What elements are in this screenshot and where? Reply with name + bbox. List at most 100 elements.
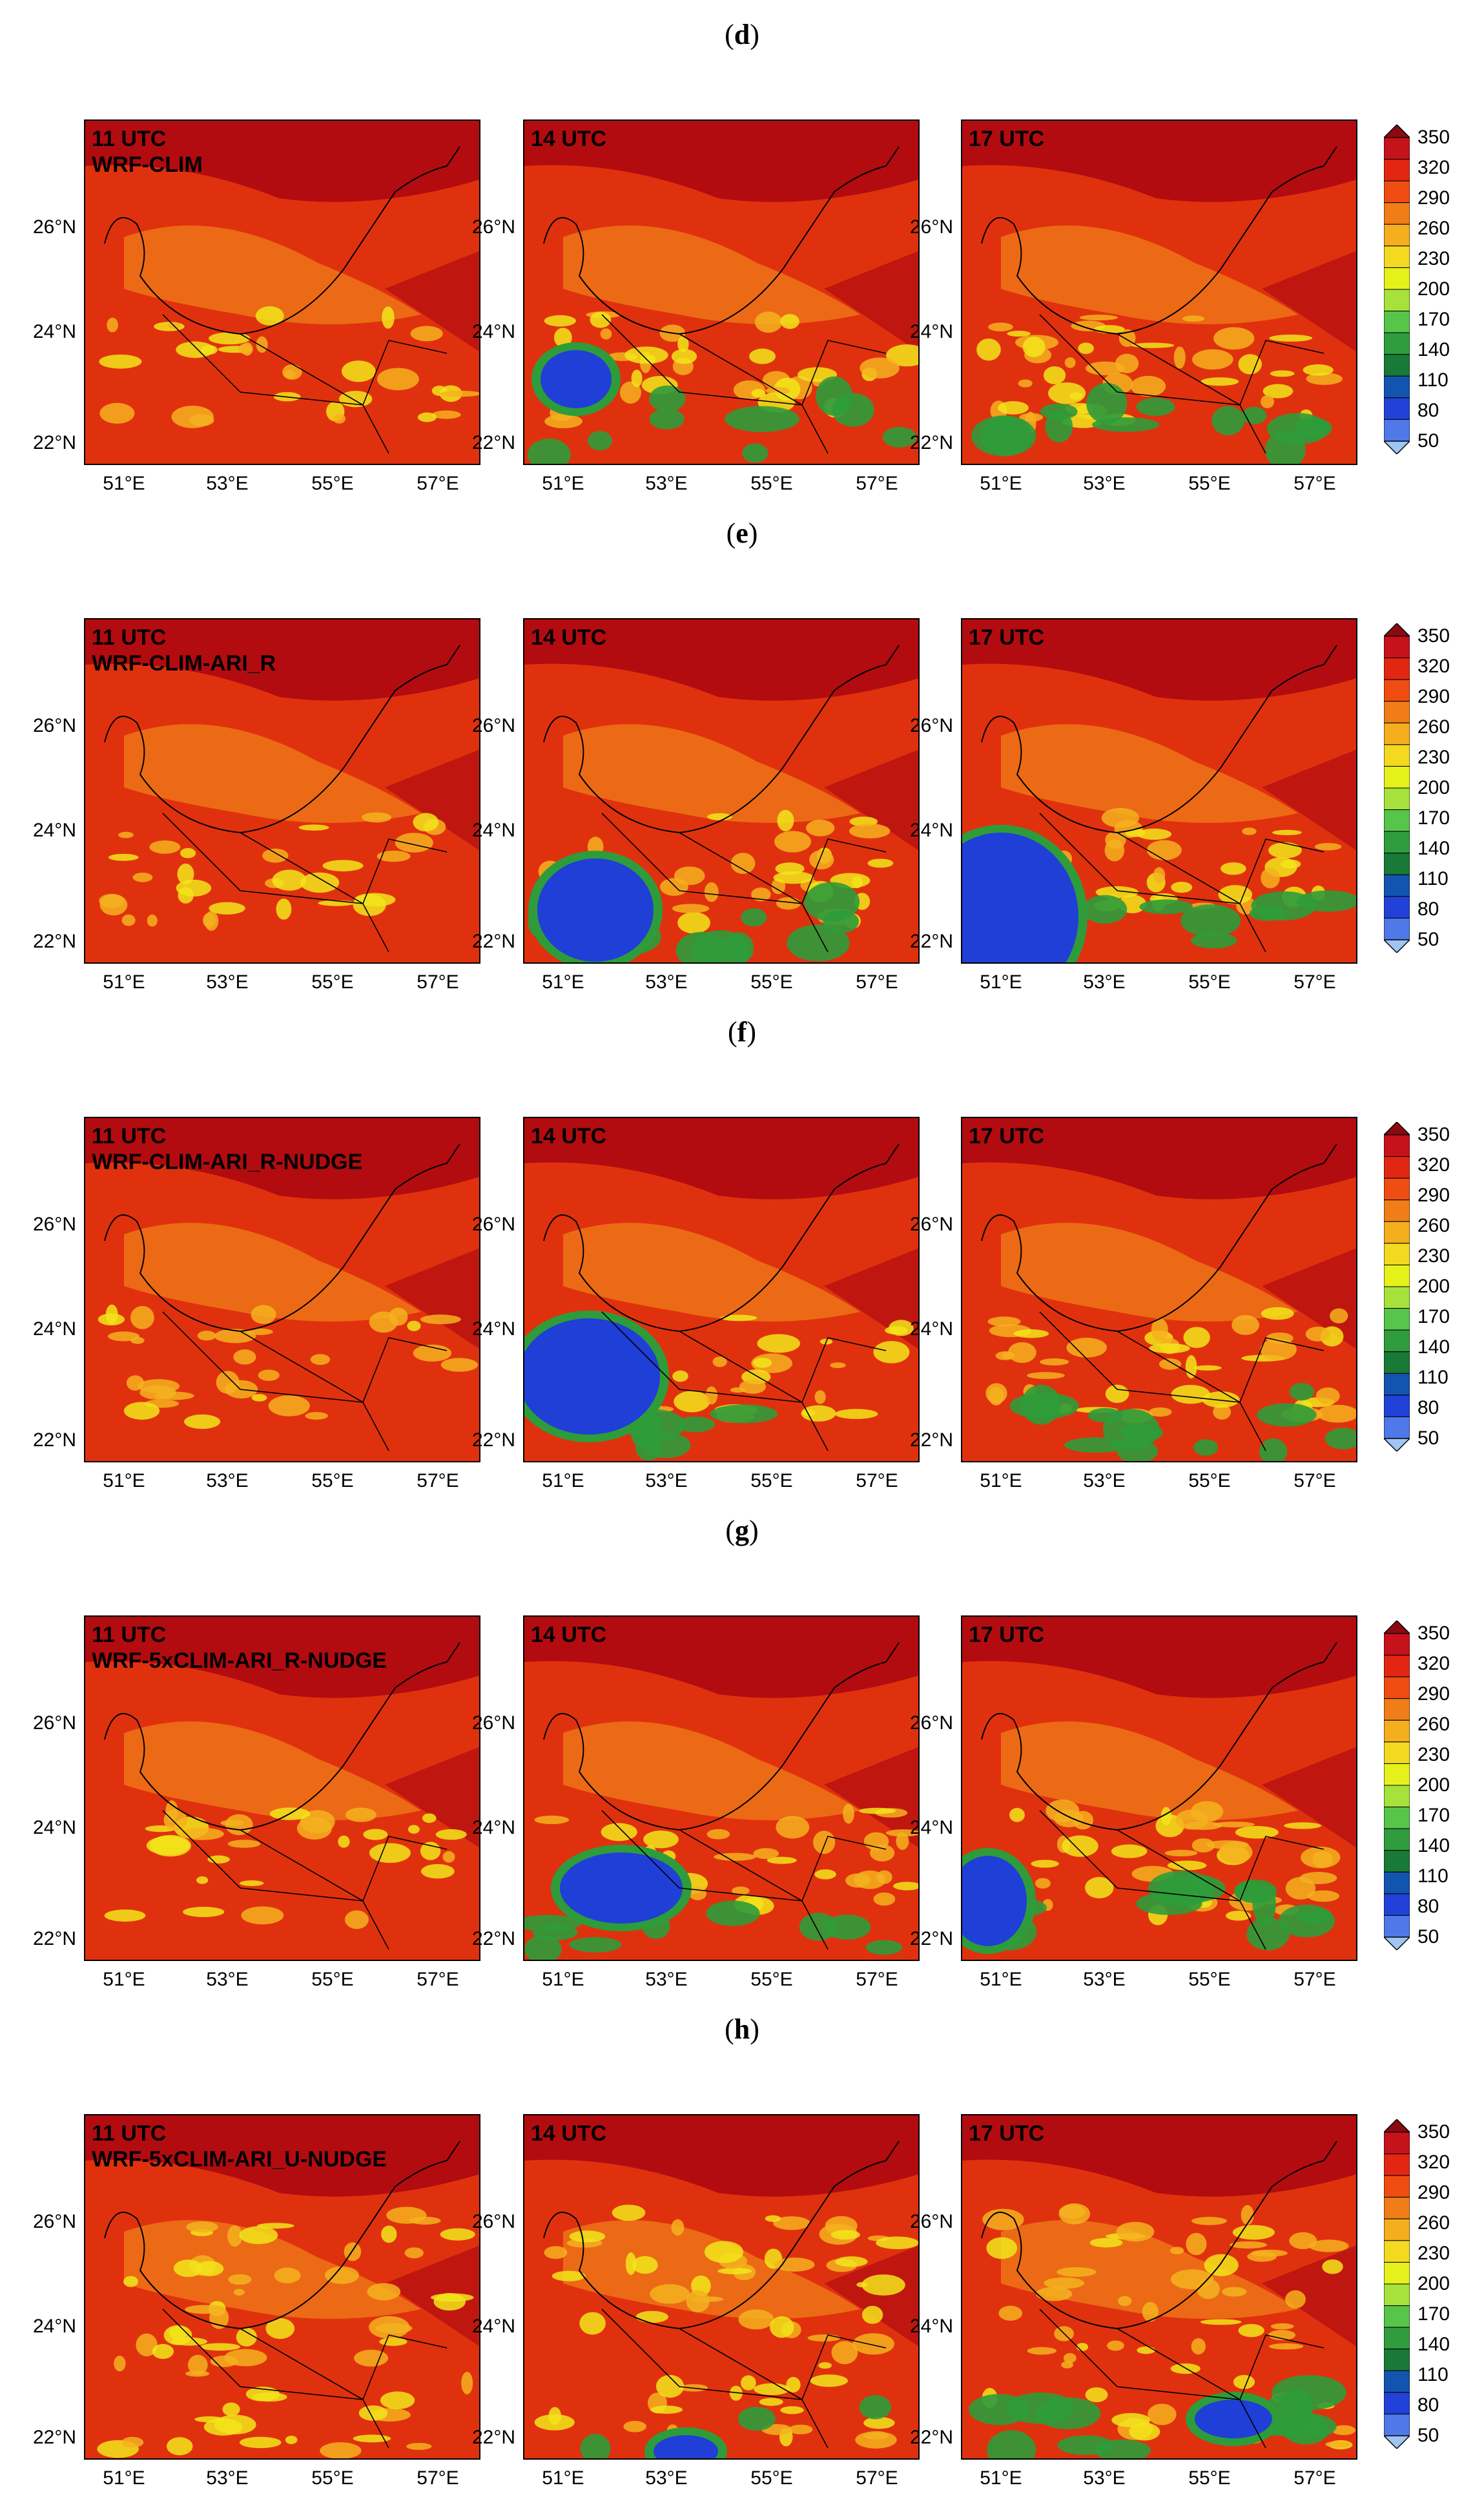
x-tick-label: 55°E (311, 1470, 354, 1491)
colorbar-tick-label: 50 (1417, 1926, 1439, 1947)
x-tick-label: 53°E (1083, 971, 1126, 993)
panel-title: 17 UTC (969, 1123, 1044, 1149)
x-tick-label: 53°E (206, 971, 249, 993)
colorbar: 350 320 290 260 230 200 170 140 110 80 50 (1383, 1121, 1450, 1453)
brightness-temperature-map (524, 1118, 918, 1461)
y-tick-label: 26°N (471, 715, 515, 736)
panel-time: 11 UTC (92, 2121, 167, 2146)
y-tick-label: 26°N (32, 1712, 76, 1734)
y-tick-label: 22°N (471, 1429, 515, 1451)
y-tick-label: 22°N (32, 2427, 76, 2448)
panel-time: 17 UTC (969, 1124, 1045, 1148)
y-tick-label: 26°N (32, 715, 76, 736)
panel-row-label: (d) (725, 19, 759, 50)
panel-experiment-name: WRF-5xCLIM-ARI_R-NUDGE (92, 1648, 387, 1673)
panel-title: 14 UTC (531, 2121, 606, 2146)
map-panel: 14 UTC (523, 1615, 920, 1961)
x-tick-label: 57°E (417, 2467, 459, 2489)
y-tick-label: 24°N (471, 1817, 515, 1838)
y-tick-label: 26°N (909, 1214, 953, 1235)
brightness-temperature-map (962, 2115, 1356, 2458)
y-tick-label: 26°N (32, 2211, 76, 2232)
brightness-temperature-map (962, 619, 1356, 962)
x-tick-label: 57°E (856, 1969, 898, 1990)
x-tick-label: 51°E (542, 971, 584, 993)
colorbar-tick-label: 200 (1417, 278, 1450, 300)
y-tick-label: 24°N (32, 2316, 76, 2337)
x-tick-label: 51°E (980, 1470, 1022, 1491)
x-tick-label: 53°E (206, 2467, 249, 2489)
map-panel: 11 UTC WRF-CLIM-ARI_R-NUDGE (84, 1117, 480, 1462)
panel-title: 17 UTC (969, 126, 1044, 152)
colorbar-tick-label: 320 (1417, 1154, 1450, 1176)
colorbar-tick-label: 170 (1417, 807, 1450, 829)
map-panel: 14 UTC (523, 1117, 920, 1462)
x-tick-label: 53°E (645, 473, 688, 494)
panel-time: 14 UTC (531, 1623, 607, 1647)
x-tick-label: 53°E (645, 2467, 688, 2489)
map-panel: 11 UTC WRF-CLIM (84, 119, 480, 465)
brightness-temperature-map (524, 2115, 918, 2458)
brightness-temperature-map (524, 619, 918, 962)
y-tick-label: 26°N (471, 1214, 515, 1235)
colorbar-tick-label: 110 (1417, 1367, 1448, 1388)
x-tick-label: 57°E (856, 2467, 898, 2489)
panel-title: 14 UTC (531, 1123, 606, 1149)
colorbar-tick-label: 290 (1417, 1683, 1450, 1705)
panel-title: 14 UTC (531, 126, 606, 152)
y-tick-label: 24°N (909, 1817, 953, 1838)
colorbar-tick-label: 350 (1417, 1623, 1450, 1644)
panel-title: 17 UTC (969, 1622, 1044, 1648)
panel-row-label: (e) (726, 517, 758, 549)
x-tick-label: 55°E (1188, 2467, 1231, 2489)
map-panel: 14 UTC (523, 2114, 920, 2460)
colorbar-tick-label: 110 (1417, 369, 1448, 391)
y-tick-label: 22°N (909, 1429, 953, 1451)
y-tick-label: 24°N (909, 2316, 953, 2337)
y-tick-label: 24°N (471, 2316, 515, 2337)
panel-letter: d (734, 19, 750, 50)
colorbar-tick-label: 140 (1417, 2334, 1450, 2355)
y-tick-label: 26°N (909, 2211, 953, 2232)
colorbar-tick-label: 80 (1417, 400, 1439, 421)
x-tick-label: 57°E (1293, 1969, 1336, 1990)
panel-title: 11 UTC WRF-CLIM (92, 126, 203, 178)
x-tick-label: 55°E (311, 1969, 354, 1990)
panel-title: 17 UTC (969, 625, 1044, 650)
panel-title: 14 UTC (531, 1622, 606, 1648)
panel-letter: f (737, 1016, 747, 1048)
map-panel: 17 UTC (961, 1117, 1357, 1462)
x-tick-label: 53°E (1083, 473, 1126, 494)
panel-time: 11 UTC (92, 1623, 167, 1647)
colorbar-tick-label: 200 (1417, 2273, 1450, 2294)
y-tick-label: 22°N (32, 432, 76, 453)
x-tick-label: 57°E (856, 971, 898, 993)
x-tick-label: 53°E (206, 473, 249, 494)
panel-time: 14 UTC (531, 625, 607, 650)
x-tick-label: 51°E (103, 1470, 145, 1491)
panel-time: 17 UTC (969, 1623, 1045, 1647)
colorbar-tick-label: 200 (1417, 1276, 1450, 1297)
colorbar-tick-label: 320 (1417, 656, 1450, 677)
colorbar-tick-label: 140 (1417, 339, 1450, 360)
colorbar-tick-label: 50 (1417, 929, 1439, 950)
x-tick-label: 55°E (1188, 1470, 1231, 1491)
x-tick-label: 55°E (1188, 971, 1231, 993)
map-panel: 11 UTC WRF-CLIM-ARI_R (84, 618, 480, 964)
panel-title: 11 UTC WRF-5xCLIM-ARI_U-NUDGE (92, 2121, 387, 2172)
brightness-temperature-map (85, 121, 479, 464)
x-tick-label: 51°E (980, 1969, 1022, 1990)
x-tick-label: 53°E (1083, 1470, 1126, 1491)
panel-title: 11 UTC WRF-5xCLIM-ARI_R-NUDGE (92, 1622, 387, 1674)
panel-letter: e (736, 517, 748, 549)
x-tick-label: 53°E (645, 971, 688, 993)
y-tick-label: 24°N (909, 1318, 953, 1340)
brightness-temperature-map (85, 1118, 479, 1461)
brightness-temperature-map (524, 1617, 918, 1960)
panel-row-label: (h) (725, 2013, 759, 2045)
x-tick-label: 53°E (645, 1470, 688, 1491)
panel-time: 14 UTC (531, 1124, 607, 1148)
y-tick-label: 26°N (909, 216, 953, 238)
x-tick-label: 51°E (542, 1470, 584, 1491)
y-tick-label: 26°N (471, 1712, 515, 1734)
